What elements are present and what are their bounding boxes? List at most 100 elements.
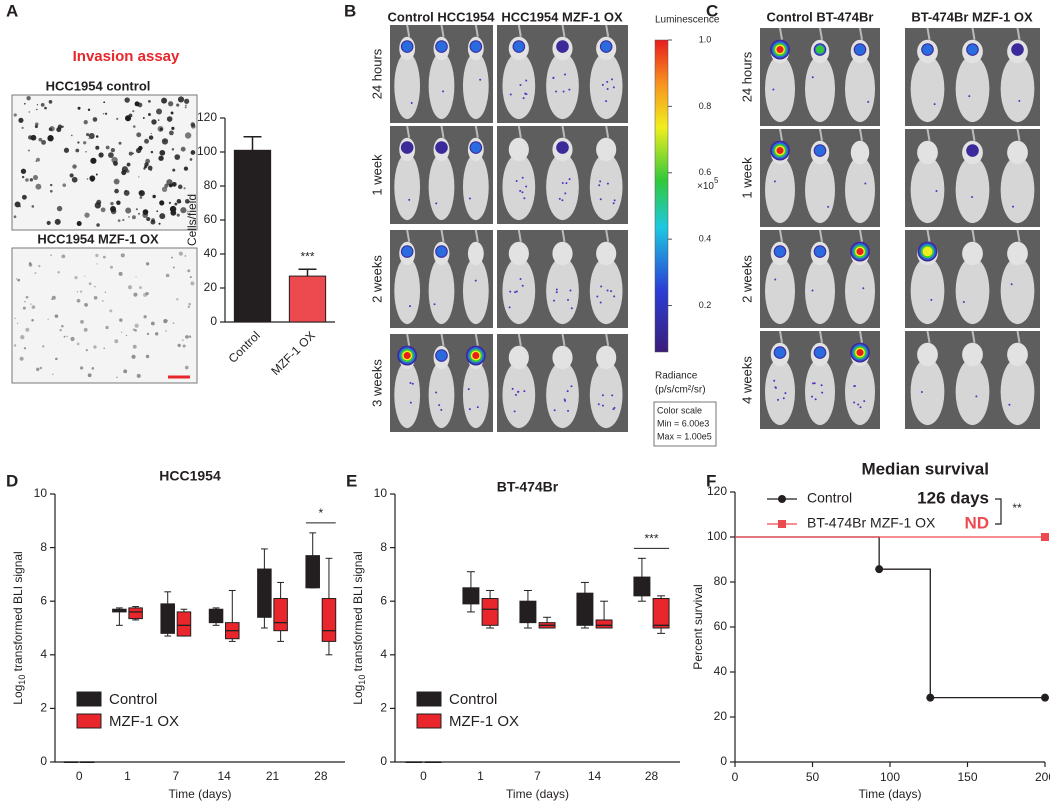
cell: [184, 132, 192, 139]
cell: [117, 219, 121, 223]
signal-dot: [827, 205, 830, 208]
signal: [556, 40, 569, 53]
colorbar-tick-label: 0.8: [699, 101, 712, 111]
signal-dot: [606, 80, 609, 83]
cell: [180, 146, 186, 152]
signal-dot: [813, 382, 816, 385]
cell: [187, 269, 191, 273]
signal-dot: [935, 189, 938, 192]
cell: [158, 222, 161, 225]
y-axis-label: Log10 transformed BLI signal: [11, 551, 27, 704]
y-tick-label: 6: [40, 593, 47, 607]
box: [208, 608, 224, 624]
cell: [144, 162, 149, 167]
cell: [24, 300, 26, 303]
mouse-head: [552, 345, 573, 370]
signal: [854, 44, 866, 55]
cell: [72, 164, 77, 169]
cell: [126, 162, 131, 167]
signal-dot: [522, 97, 525, 100]
cell: [91, 366, 95, 370]
cell: [177, 343, 181, 348]
y-tick-label: 40: [204, 246, 218, 260]
cell: [61, 324, 64, 328]
signal-dot: [853, 385, 856, 388]
cell: [84, 212, 90, 218]
cell: [139, 196, 143, 199]
signal-dot: [862, 287, 865, 290]
signal-dot: [930, 298, 933, 301]
panel-label: D: [6, 471, 18, 490]
signal-dot: [975, 395, 978, 398]
cell: [13, 113, 17, 117]
cell: [49, 189, 53, 193]
y-axis-label-part: transformed BLI signal: [351, 551, 365, 674]
cell: [59, 328, 62, 332]
signal-dot: [565, 182, 568, 185]
cell: [32, 175, 39, 181]
cell: [55, 357, 58, 361]
cell: [159, 213, 166, 220]
panel-label: A: [6, 1, 18, 20]
signal-dot: [553, 409, 556, 412]
cell: [83, 120, 88, 125]
y-axis-label-part: Log: [351, 685, 365, 705]
cell: [150, 169, 152, 172]
cell: [116, 376, 118, 379]
mouse-body: [765, 257, 795, 325]
cell: [95, 145, 100, 150]
tail: [605, 333, 610, 346]
signal: [774, 347, 786, 358]
mouse-body: [589, 52, 623, 120]
cell: [156, 108, 163, 115]
y-tick-label: 120: [197, 110, 217, 124]
cell: [169, 130, 174, 136]
tail: [779, 229, 783, 242]
cell: [108, 152, 114, 159]
mouse-head: [596, 241, 617, 266]
cell: [170, 111, 174, 115]
signal-dot: [601, 404, 604, 407]
cell: [39, 366, 43, 370]
cell: [35, 122, 39, 126]
tail: [779, 128, 783, 141]
signal-dot: [611, 394, 614, 397]
cell: [150, 132, 152, 135]
cell: [48, 127, 53, 131]
signal-dot: [564, 73, 567, 76]
cell: [150, 150, 154, 154]
significance: ***: [300, 249, 314, 263]
row-label: 2 weeks: [739, 255, 754, 303]
signal-dot: [440, 408, 443, 411]
cell: [63, 335, 66, 338]
mouse-head: [467, 241, 484, 266]
x-tick-label: 28: [314, 769, 328, 783]
cell: [124, 97, 130, 103]
signal: [967, 44, 978, 55]
cell: [36, 108, 38, 111]
tail: [474, 24, 479, 37]
cell: [118, 271, 123, 276]
signal: [776, 147, 784, 155]
cell: [20, 335, 25, 340]
cell: [41, 139, 46, 145]
cell: [151, 119, 157, 125]
signal-dot: [601, 394, 604, 397]
cell: [47, 318, 49, 321]
signal-dot: [409, 401, 412, 404]
cell: [105, 325, 109, 330]
y-tick-label: 4: [380, 647, 387, 661]
row-label: 1 week: [739, 157, 754, 199]
signal-dot: [553, 299, 556, 302]
median-value: 126 days: [917, 488, 989, 507]
mouse-body: [394, 52, 421, 120]
tail: [971, 27, 976, 40]
cell: [96, 223, 100, 227]
cell: [164, 183, 169, 188]
cell: [145, 354, 150, 359]
signal-dot: [820, 384, 823, 387]
signal-dot: [514, 291, 517, 294]
cell: [66, 335, 68, 338]
mouse-body: [428, 361, 455, 429]
box: [519, 600, 537, 624]
